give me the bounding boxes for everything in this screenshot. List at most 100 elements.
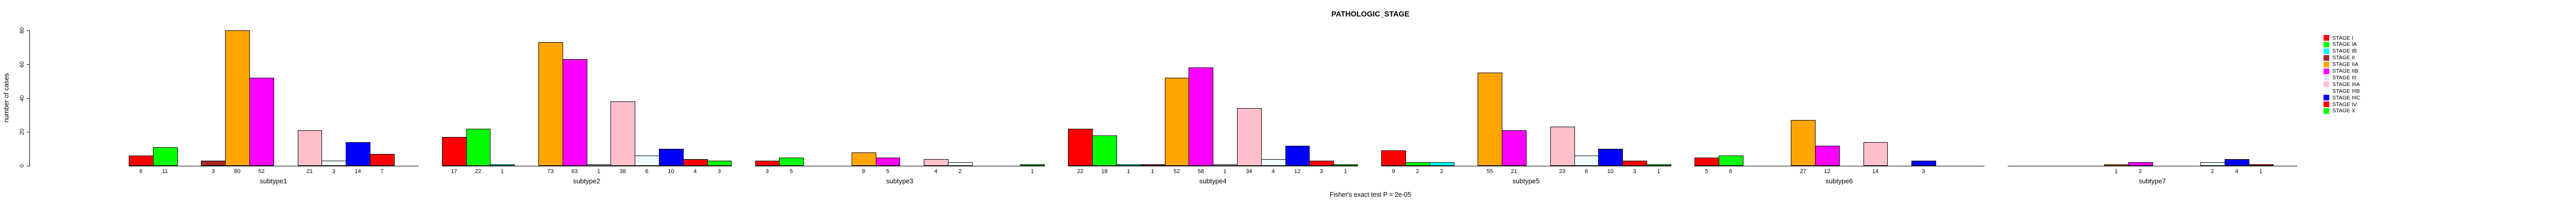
bar-count-label: 80: [234, 168, 241, 175]
bar-subtype5-stage-iia: [1478, 73, 1503, 166]
bar-count-label: 27: [1800, 168, 1806, 175]
legend-swatch-stage-iv: [2324, 101, 2329, 107]
bar-count-label: 22: [474, 168, 482, 175]
bar-subtype2-stage-iii: [586, 164, 612, 166]
bar-subtype2-stage-iib: [562, 59, 587, 166]
bar-count-label: 6: [1584, 168, 1588, 175]
bar-count-label: 2: [2211, 168, 2214, 175]
bar-subtype6-stage-iiic: [1911, 161, 1936, 166]
category-label: subtype5: [1512, 177, 1540, 185]
y-axis-tick: [27, 64, 29, 65]
bar-subtype7-stage-iia: [2104, 164, 2129, 166]
bar-subtype5-stage-iiib: [1574, 156, 1599, 166]
bar-subtype1-stage-ia: [152, 147, 178, 166]
bar-count-label: 5: [1705, 168, 1708, 175]
bar-subtype6-stage-iiia: [1863, 142, 1888, 166]
category-label: subtype4: [1199, 177, 1227, 185]
bar-count-label: 2: [1416, 168, 1419, 175]
bar-subtype5-stage-iib: [1502, 130, 1527, 166]
bar-subtype3-stage-iiib: [948, 162, 973, 166]
legend-swatch-stage-ib: [2324, 48, 2329, 54]
fisher-test-caption: Fisher's exact test P = 2e-05: [1329, 191, 1412, 198]
bar-subtype2-stage-iiic: [659, 149, 684, 166]
legend-swatch-stage-ia: [2324, 41, 2329, 47]
legend-swatch-stage-iiib: [2324, 88, 2329, 94]
bar-count-label: 1: [1151, 168, 1155, 175]
y-axis-tick-label: 40: [19, 95, 25, 101]
bar-subtype4-stage-iib: [1189, 67, 1214, 166]
bar-count-label: 4: [934, 168, 938, 175]
bar-subtype3-stage-i: [755, 161, 780, 166]
bar-count-label: 58: [1197, 168, 1204, 175]
category-label: subtype1: [260, 177, 287, 185]
bar-count-label: 11: [162, 168, 168, 175]
y-axis-tick-label: 0: [19, 164, 25, 168]
bar-subtype5-stage-x: [1647, 164, 1671, 166]
bar-count-label: 12: [1824, 168, 1831, 175]
bar-count-label: 63: [571, 168, 578, 175]
bar-count-label: 3: [1633, 168, 1636, 175]
legend-swatch-stage-iiia: [2324, 81, 2329, 88]
y-axis-tick-label: 20: [19, 129, 25, 135]
y-axis-tick-label: 80: [19, 27, 25, 34]
bar-count-label: 21: [306, 168, 313, 175]
bar-count-label: 73: [547, 168, 554, 175]
bar-subtype1-stage-iiic: [346, 142, 370, 166]
bar-subtype6-stage-iia: [1791, 120, 1816, 166]
bar-subtype3-stage-ia: [779, 157, 804, 166]
bar-subtype4-stage-ii: [1140, 164, 1165, 166]
bar-count-label: 21: [1511, 168, 1517, 175]
bar-subtype2-stage-ia: [466, 128, 491, 166]
bar-count-label: 9: [1392, 168, 1395, 175]
legend-label: STAGE IA: [2332, 41, 2357, 48]
bar-subtype2-stage-ib: [490, 164, 515, 166]
bar-count-label: 3: [211, 168, 215, 175]
legend-label: STAGE X: [2332, 108, 2355, 114]
bar-count-label: 52: [1173, 168, 1180, 175]
bar-subtype4-stage-iiic: [1285, 145, 1310, 166]
bar-subtype5-stage-ib: [1429, 162, 1454, 166]
bar-count-label: 4: [1272, 168, 1275, 175]
bar-count-label: 1: [2114, 168, 2118, 175]
bar-count-label: 22: [1077, 168, 1083, 175]
legend-swatch-stage-iia: [2324, 61, 2329, 67]
bar-subtype4-stage-i: [1068, 128, 1093, 166]
legend-label: STAGE IIA: [2332, 61, 2359, 68]
bar-count-label: 2: [2139, 168, 2142, 175]
bar-subtype4-stage-iii: [1213, 164, 1238, 166]
bar-subtype3-stage-iiia: [924, 159, 948, 166]
legend-label: STAGE IV: [2332, 101, 2357, 108]
bar-count-label: 55: [1486, 168, 1493, 175]
bar-count-label: 2: [1440, 168, 1444, 175]
bar-count-label: 3: [1922, 168, 1925, 175]
bar-subtype2-stage-iiib: [635, 156, 659, 166]
bar-subtype4-stage-iv: [1309, 161, 1334, 166]
bar-count-label: 4: [2235, 168, 2239, 175]
legend-swatch-stage-iiic: [2324, 95, 2329, 101]
category-label: subtype3: [886, 177, 913, 185]
bar-count-label: 1: [1030, 168, 1034, 175]
bar-subtype7-stage-iiib: [2200, 162, 2225, 166]
bar-subtype1-stage-iib: [249, 78, 274, 166]
legend-swatch-stage-ii: [2324, 55, 2329, 61]
y-axis-tick: [27, 98, 29, 99]
bar-count-label: 1: [1657, 168, 1660, 175]
bar-subtype2-stage-iiia: [611, 101, 636, 166]
bar-count-label: 18: [1101, 168, 1108, 175]
bar-count-label: 1: [2259, 168, 2263, 175]
bar-count-label: 1: [500, 168, 504, 175]
bar-count-label: 3: [765, 168, 769, 175]
bar-count-label: 8: [862, 168, 866, 175]
bar-subtype4-stage-iiia: [1237, 108, 1262, 166]
legend-label: STAGE IIB: [2332, 68, 2359, 74]
bar-subtype7-stage-iib: [2128, 162, 2153, 166]
bar-count-label: 10: [668, 168, 674, 175]
bar-subtype4-stage-ia: [1092, 135, 1117, 166]
bar-subtype7-stage-iiic: [2225, 159, 2249, 166]
bar-count-label: 6: [1729, 168, 1733, 175]
category-label: subtype6: [1825, 177, 1853, 185]
bar-subtype2-stage-iv: [683, 159, 708, 166]
legend-swatch-stage-x: [2324, 108, 2329, 114]
legend-label: STAGE IB: [2332, 48, 2357, 55]
